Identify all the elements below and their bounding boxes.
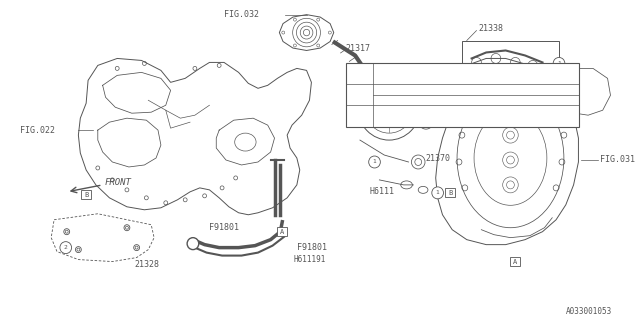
Text: 21317: 21317 <box>346 44 371 53</box>
Circle shape <box>134 244 140 251</box>
Circle shape <box>553 58 565 69</box>
Text: 21338: 21338 <box>479 24 504 33</box>
Bar <box>462 41 559 88</box>
Text: 2: 2 <box>357 92 361 97</box>
Circle shape <box>354 68 365 79</box>
Circle shape <box>76 247 81 252</box>
Bar <box>445 188 455 197</box>
Circle shape <box>124 225 130 231</box>
Text: B: B <box>448 190 452 196</box>
Text: 0104S  (-'13MY1209): 0104S (-'13MY1209) <box>378 83 470 92</box>
Text: 2: 2 <box>64 245 68 250</box>
Text: FIG.022: FIG.022 <box>20 126 55 135</box>
Text: H611191: H611191 <box>294 255 326 264</box>
Text: F91801: F91801 <box>378 69 408 78</box>
Circle shape <box>64 229 70 235</box>
Text: A: A <box>280 229 284 235</box>
Text: 21328: 21328 <box>134 260 160 269</box>
Text: H6111: H6111 <box>370 188 395 196</box>
Text: 1: 1 <box>357 71 361 76</box>
Text: FIG.031: FIG.031 <box>600 156 635 164</box>
Text: 21370: 21370 <box>425 154 450 163</box>
Text: F91801: F91801 <box>297 243 327 252</box>
Text: 21311: 21311 <box>348 96 372 105</box>
Text: 1: 1 <box>557 61 561 66</box>
Bar <box>277 227 287 236</box>
Text: A033001053: A033001053 <box>566 307 612 316</box>
Circle shape <box>187 238 199 250</box>
Bar <box>511 257 520 266</box>
Text: 1: 1 <box>372 159 376 164</box>
Circle shape <box>369 156 380 168</box>
Text: FIG.032: FIG.032 <box>224 10 259 19</box>
Text: 1: 1 <box>436 190 440 195</box>
Bar <box>346 63 579 126</box>
Circle shape <box>60 242 72 253</box>
Text: B: B <box>84 192 88 198</box>
Text: FRONT: FRONT <box>104 179 131 188</box>
Text: F91801: F91801 <box>209 223 239 232</box>
Bar <box>81 190 91 199</box>
Text: J20601 ('13MY1209-): J20601 ('13MY1209-) <box>378 98 470 107</box>
Circle shape <box>432 187 444 199</box>
Text: A: A <box>513 259 518 265</box>
Circle shape <box>354 89 365 100</box>
